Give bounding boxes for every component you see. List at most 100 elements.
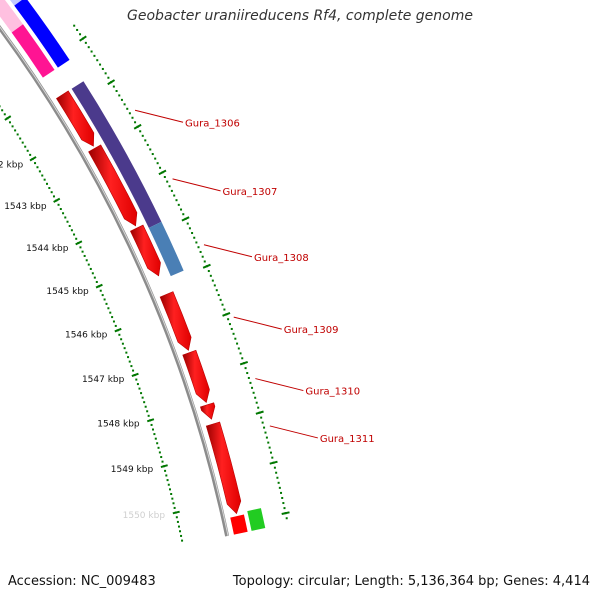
scale-dot (264, 431, 267, 434)
scale-tick (158, 169, 167, 176)
accession-text: Accession: NC_009483 (8, 574, 156, 589)
gene-label[interactable]: Gura_1308 (254, 253, 309, 264)
scale-dot (57, 203, 60, 206)
backbone-layer (0, 25, 230, 537)
scale-dot (249, 381, 252, 384)
scale-dot (125, 351, 128, 354)
gene-label[interactable]: Gura_1311 (320, 434, 375, 445)
gene-feature-red-7[interactable] (205, 421, 242, 515)
gene-label[interactable]: Gura_1307 (223, 187, 278, 198)
scale-dot (66, 220, 69, 223)
scale-dot (120, 338, 123, 341)
gene-feature-red-4[interactable] (159, 291, 192, 351)
scale-dot (104, 72, 107, 75)
scale-tick (255, 410, 264, 415)
scale-dot (151, 153, 154, 156)
scale-dot (254, 396, 257, 399)
gene-label-leader (134, 109, 184, 123)
scale-dot (79, 33, 82, 36)
gene-feature-red-partial[interactable] (230, 514, 248, 535)
scale-tick-label: 1543 kbp (4, 202, 47, 212)
scale-dot (45, 182, 48, 185)
scale-dot (81, 250, 84, 253)
scale-dot (76, 28, 79, 31)
scale-tick (172, 510, 180, 515)
scale-dot (201, 255, 204, 258)
gene-feature-purple[interactable] (71, 81, 162, 228)
gene-feature-red-2[interactable] (88, 144, 138, 227)
scale-dot (167, 483, 170, 486)
scale-dot (121, 342, 124, 345)
gene-label[interactable]: Gura_1306 (185, 118, 240, 129)
scale-dot (99, 63, 102, 66)
scale-tick-label: 1547 kbp (82, 375, 125, 385)
scale-dot (260, 416, 263, 419)
scale-dot (38, 170, 41, 173)
scale-dot (68, 224, 71, 227)
scale-dot (8, 121, 11, 124)
scale-dot (215, 289, 218, 292)
gene-feature-steelblue[interactable] (148, 221, 184, 277)
gene-feature-red-1[interactable] (56, 90, 95, 147)
genes-layer (0, 0, 266, 535)
scale-dot (181, 539, 184, 542)
scale-dot (271, 456, 274, 459)
scale-dot (156, 162, 159, 165)
gene-feature-red-3[interactable] (130, 224, 161, 277)
scale-dot (166, 479, 169, 482)
scale-dot (176, 520, 179, 523)
genome-backbone (0, 25, 230, 537)
gene-feature-lightblue[interactable] (0, 0, 25, 6)
scale-dot (26, 149, 29, 152)
scale-dot (156, 442, 159, 445)
scale-dot (281, 496, 284, 499)
scale-dot (96, 59, 99, 62)
scale-dot (16, 133, 19, 136)
scale-dot (154, 157, 157, 160)
scale-dot (91, 272, 94, 275)
gene-label[interactable]: Gura_1309 (284, 325, 339, 336)
scale-dot (166, 180, 169, 183)
gene-feature-red-5[interactable] (182, 349, 210, 403)
gene-labels-layer: Gura_1306 Gura_1307 Gura_1308 Gura_1309 Gura… (134, 109, 375, 445)
scale-dot (170, 189, 173, 192)
scale-dot (263, 426, 266, 429)
gene-label[interactable]: Gura_1310 (305, 387, 360, 398)
scale-dot (83, 254, 86, 257)
scale-dot (1, 109, 4, 112)
gene-feature-blue[interactable] (14, 0, 70, 68)
scale-dot (211, 279, 214, 282)
gene-feature-pink[interactable] (0, 0, 23, 33)
gene-feature-green[interactable] (247, 508, 266, 531)
scale-dot (158, 451, 161, 454)
scale-dot (160, 456, 163, 459)
scale-tick (4, 115, 12, 121)
scale-tick (281, 511, 290, 516)
scale-dot (50, 191, 53, 194)
scale-dot (107, 76, 110, 79)
scale-dot (120, 98, 123, 101)
scale-tick-label: 1546 kbp (65, 330, 108, 340)
scale-dot (182, 213, 185, 216)
gene-feature-magenta[interactable] (11, 24, 55, 78)
scale-dot (115, 89, 118, 92)
scale-dot (165, 474, 168, 477)
scale-dot (34, 162, 37, 165)
scale-dot (257, 406, 260, 409)
gene-label-leader (172, 178, 221, 192)
scale-tick-label: 1542 kbp (0, 161, 23, 171)
scale-dot (285, 517, 288, 520)
scale-dot (168, 185, 171, 188)
scale-dot (276, 476, 279, 479)
scale-dot (283, 507, 286, 510)
gene-feature-red-6[interactable] (200, 402, 216, 420)
scale-dot (175, 199, 178, 202)
scale-dot (177, 525, 180, 528)
scale-dot (79, 246, 82, 249)
genome-title: Geobacter uraniireducens Rf4, complete g… (127, 8, 473, 24)
scale-dot (217, 294, 220, 297)
scale-dot (146, 143, 149, 146)
scale-dot (48, 187, 51, 190)
scale-dot (112, 85, 115, 88)
